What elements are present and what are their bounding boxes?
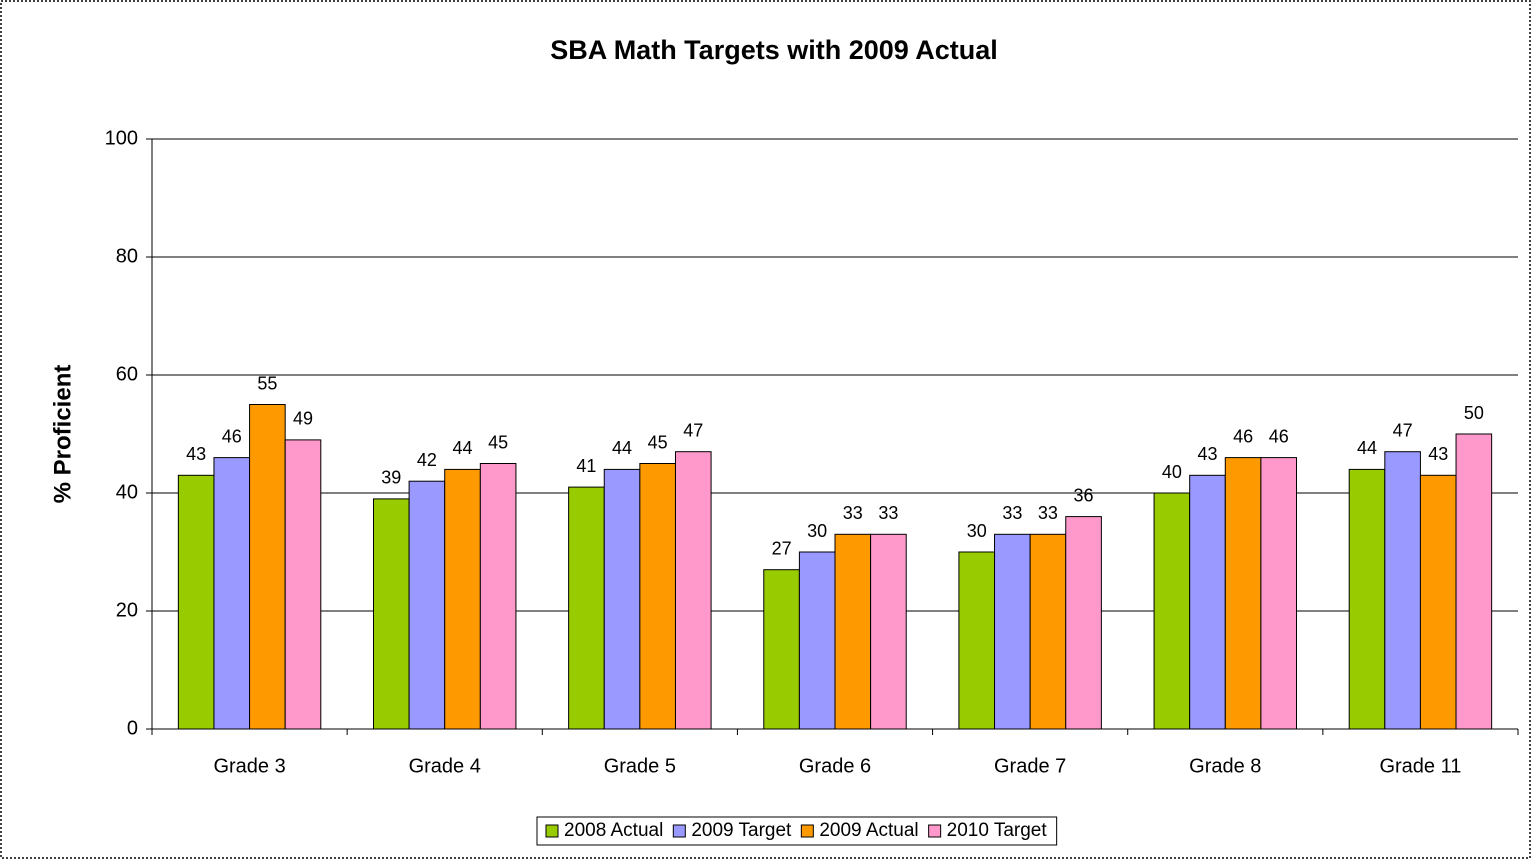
bar [1455,433,1493,730]
data-label: 46 [1269,426,1289,446]
legend-label: 2008 Actual [564,820,663,841]
data-label: 44 [612,438,632,458]
bar [639,463,676,730]
bar [1224,457,1262,730]
y-tick-label: 60 [116,363,138,385]
data-label: 42 [417,450,437,470]
bar [994,533,1031,730]
y-tick-label: 20 [116,599,138,621]
data-label: 27 [772,538,792,558]
x-tick-label: Grade 11 [1379,755,1461,777]
data-label: 36 [1074,485,1094,505]
chart-title: SBA Math Targets with 2009 Actual [550,35,998,65]
bar [603,468,641,730]
bar [372,498,410,730]
data-label: 44 [1357,438,1377,458]
y-tick-label: 80 [116,245,138,267]
bar [408,480,446,730]
data-label: 33 [1002,503,1022,523]
x-tick-label: Grade 4 [409,755,481,777]
bar [1260,457,1298,730]
bar [1065,516,1102,730]
bar [444,468,481,730]
legend-label: 2010 Target [947,820,1048,841]
bar [479,463,517,730]
data-label: 39 [381,468,401,488]
bar [1419,474,1457,730]
data-label: 49 [293,409,313,429]
data-label: 43 [1428,444,1448,464]
x-tick-label: Grade 6 [799,755,871,777]
bar [249,404,286,730]
x-tick-label: Grade 5 [604,755,676,777]
bar [834,533,872,730]
bar [763,569,800,730]
data-label: 43 [1197,444,1217,464]
data-label: 33 [843,503,863,523]
y-tick-label: 40 [116,481,138,503]
data-label: 33 [1038,503,1058,523]
legend-box [536,816,1058,846]
bar [1189,474,1226,730]
legend-swatch [545,824,559,838]
y-tick-label: 100 [105,127,138,149]
bar [1348,468,1386,730]
data-label: 43 [186,444,206,464]
x-tick-label: Grade 7 [994,755,1066,777]
legend-label: 2009 Actual [819,820,918,841]
legend-swatch [928,824,942,838]
data-label: 30 [807,521,827,541]
bar [213,457,251,730]
bar [1029,533,1067,730]
bar [798,551,836,730]
legend: 2008 Actual 2009 Target 2009 Actual 2010 Ta… [536,816,1058,846]
legend-swatch [800,824,814,838]
data-label: 47 [683,420,703,440]
bar [674,451,712,730]
bar [284,439,322,730]
data-label: 50 [1464,403,1484,423]
bar [958,551,996,730]
data-label: 45 [488,432,508,452]
data-label: 40 [1162,462,1182,482]
data-label: 55 [257,373,277,393]
legend-label: 2009 Target [691,820,792,841]
data-label: 46 [1233,426,1253,446]
data-label: 45 [648,432,668,452]
bar [1384,451,1421,730]
bar [1153,492,1191,730]
y-tick-label: 0 [127,717,138,739]
y-axis-label: % Proficient [49,365,76,504]
bar [568,486,605,730]
data-label: 30 [967,521,987,541]
data-label: 44 [453,438,473,458]
data-label: 41 [576,456,596,476]
data-label: 47 [1393,420,1413,440]
data-label: 46 [222,426,242,446]
bar [177,474,215,730]
x-tick-label: Grade 8 [1189,755,1261,777]
data-label: 33 [878,503,898,523]
bar [870,533,907,730]
x-tick-label: Grade 3 [213,755,285,777]
legend-swatch [672,824,686,838]
